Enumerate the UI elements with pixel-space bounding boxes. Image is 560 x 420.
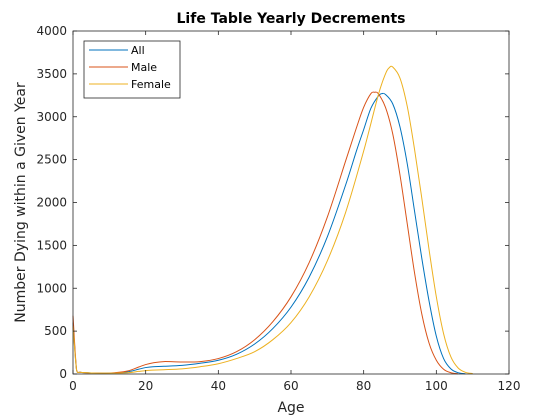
series-line-male bbox=[72, 91, 459, 375]
y-tick-label: 2000 bbox=[36, 196, 67, 210]
x-tick-label: 100 bbox=[425, 379, 448, 393]
axis-ticks: 0 20 40 60 80 100 120 0 500 1000 1500 2000 2500 3000 3… bbox=[36, 24, 520, 393]
legend-label-female: Female bbox=[131, 78, 171, 91]
y-axis-label: Number Dying within a Given Year bbox=[13, 82, 29, 323]
x-axis-label: Age bbox=[277, 400, 304, 416]
y-tick-label: 4000 bbox=[36, 24, 67, 38]
x-tick-label: 20 bbox=[138, 379, 153, 393]
y-tick-label: 1000 bbox=[36, 281, 67, 295]
legend: All Male Female bbox=[83, 40, 181, 99]
legend-label-all: All bbox=[131, 44, 145, 57]
x-tick-label: 0 bbox=[69, 379, 77, 393]
legend-label-male: Male bbox=[131, 61, 157, 74]
series-lines bbox=[72, 65, 473, 375]
y-tick-label: 3000 bbox=[36, 110, 67, 124]
series-line-female bbox=[72, 65, 473, 375]
y-tick-label: 1500 bbox=[36, 238, 67, 252]
y-tick-label: 2500 bbox=[36, 153, 67, 167]
y-tick-label: 3500 bbox=[36, 67, 67, 81]
series-line-all bbox=[72, 92, 466, 375]
x-tick-label: 120 bbox=[498, 379, 521, 393]
y-tick-label: 0 bbox=[59, 367, 67, 381]
chart-title: Life Table Yearly Decrements bbox=[177, 11, 406, 27]
y-tick-label: 500 bbox=[44, 324, 67, 338]
x-tick-label: 80 bbox=[356, 379, 371, 393]
x-tick-label: 40 bbox=[211, 379, 226, 393]
x-tick-label: 60 bbox=[283, 379, 298, 393]
